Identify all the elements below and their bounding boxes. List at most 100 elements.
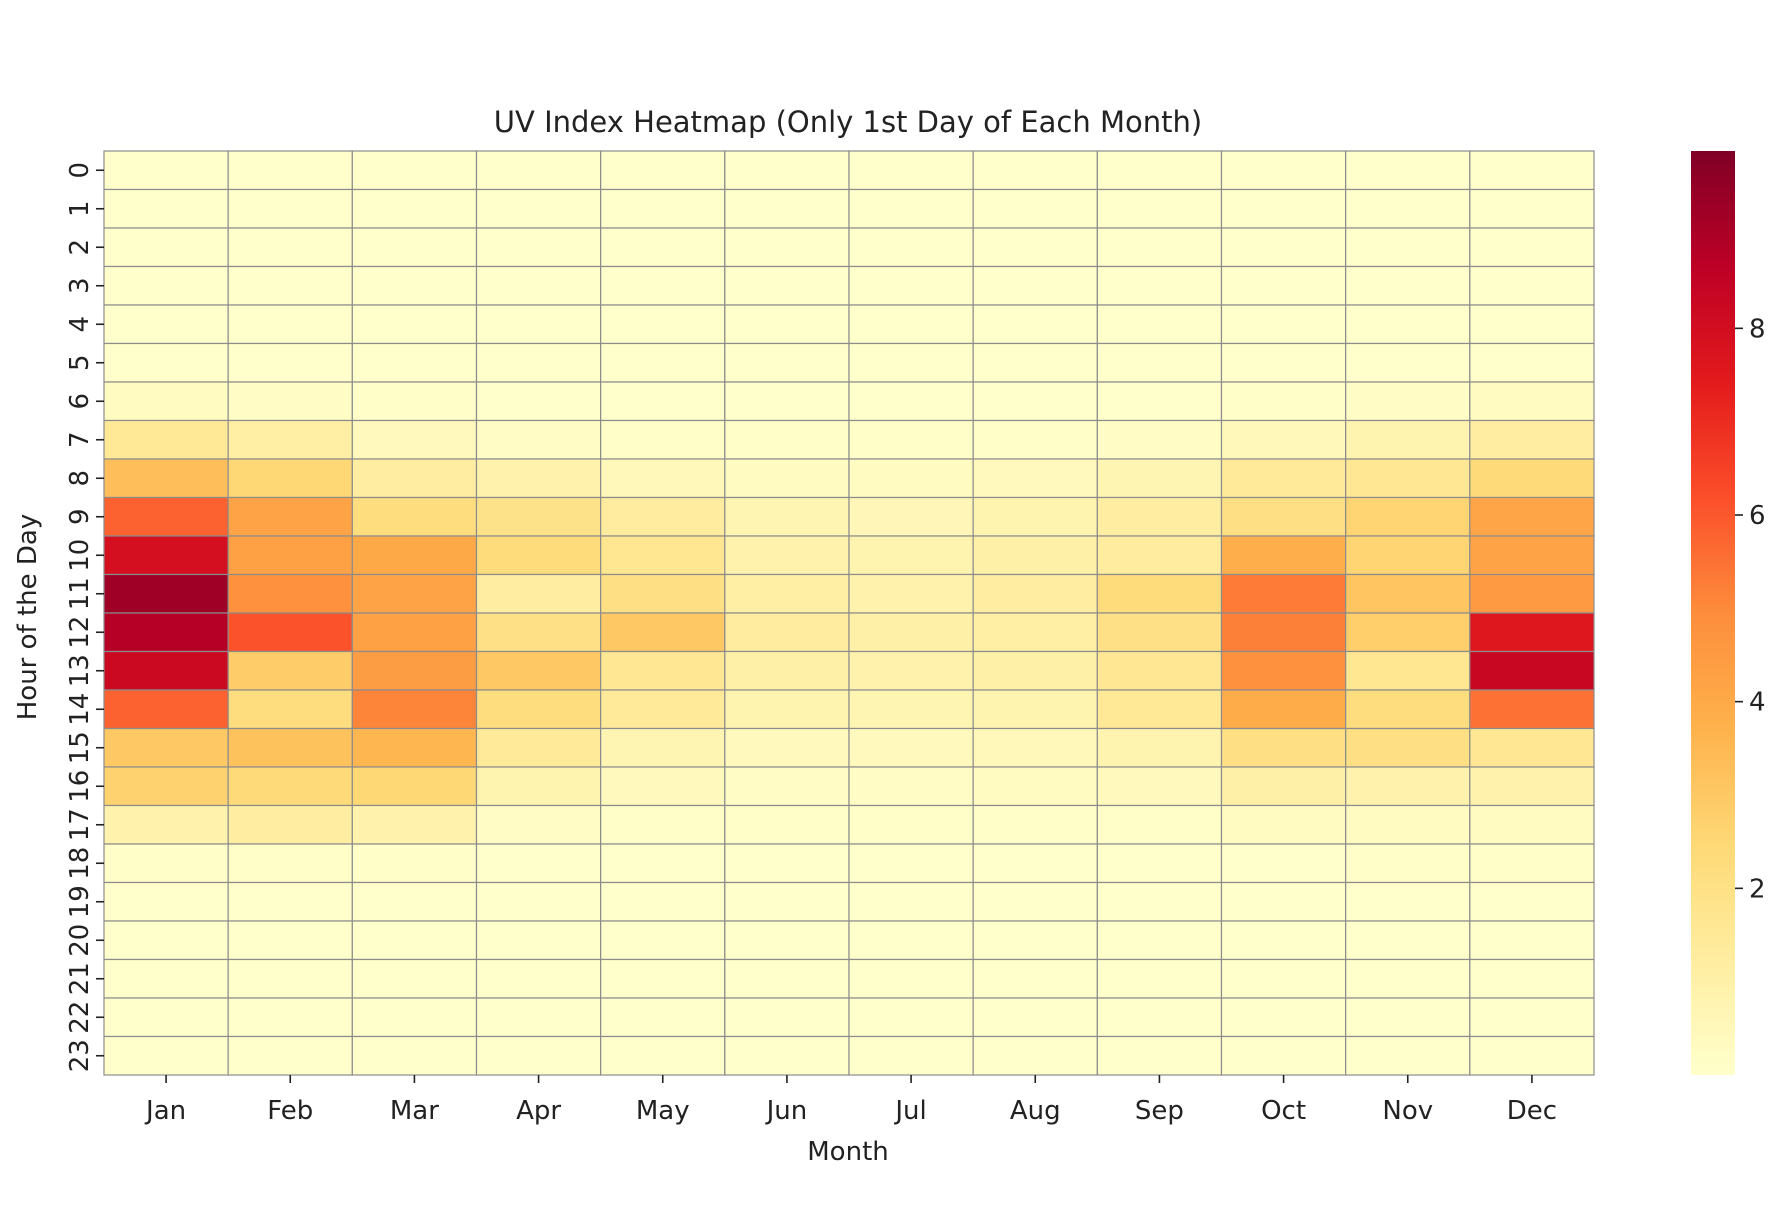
heatmap-cell	[1345, 535, 1471, 576]
y-tick-label: 2	[65, 239, 95, 256]
heatmap-cell	[1469, 496, 1595, 537]
heatmap-cell	[103, 150, 229, 191]
heatmap-cell	[1096, 458, 1223, 499]
heatmap-cell	[724, 689, 850, 730]
heatmap-cell	[1220, 496, 1347, 537]
heatmap-cell	[848, 727, 974, 768]
heatmap-cell	[1220, 843, 1347, 884]
y-tick-label: 1	[65, 200, 95, 217]
y-tick-label: 8	[65, 470, 95, 487]
y-tick-label: 0	[65, 162, 95, 179]
x-tick-label: Apr	[516, 1096, 561, 1126]
heatmap-cell	[475, 727, 602, 768]
heatmap-cell	[1096, 650, 1223, 691]
heatmap-cell	[972, 265, 1098, 306]
heatmap-cell	[1469, 766, 1595, 807]
heatmap-cell	[1469, 458, 1595, 499]
heatmap-cell	[475, 650, 602, 691]
heatmap-cell	[1345, 689, 1471, 730]
heatmap-cell	[1220, 804, 1347, 845]
heatmap-cell	[600, 920, 726, 961]
heatmap-cell	[103, 458, 229, 499]
heatmap-cell	[972, 535, 1098, 576]
heatmap-cell	[848, 304, 974, 345]
heatmap-cell	[600, 496, 726, 537]
heatmap-cell	[351, 920, 478, 961]
heatmap-cell	[475, 496, 602, 537]
y-tick-label: 22	[65, 1001, 95, 1034]
heatmap-cell	[848, 227, 974, 268]
heatmap-cell	[475, 689, 602, 730]
heatmap-cell	[103, 1035, 229, 1076]
heatmap-cell	[600, 265, 726, 306]
y-tick-label: 9	[65, 508, 95, 525]
heatmap-cell	[600, 150, 726, 191]
heatmap-cell	[1345, 766, 1471, 807]
heatmap-cell	[1220, 381, 1347, 422]
y-tick-label: 10	[65, 539, 95, 572]
heatmap-cell	[972, 573, 1098, 614]
heatmap-cell	[103, 920, 229, 961]
colorbar-tick-label: 8	[1749, 314, 1766, 344]
heatmap-cell	[600, 188, 726, 229]
heatmap-cell	[848, 496, 974, 537]
x-tick-label: Aug	[1010, 1096, 1061, 1126]
heatmap-cell	[1220, 881, 1347, 922]
heatmap-cell	[1469, 150, 1595, 191]
heatmap-cell	[351, 843, 478, 884]
heatmap-cell	[972, 881, 1098, 922]
heatmap-cell	[227, 458, 353, 499]
heatmap-cell	[1220, 1035, 1347, 1076]
heatmap-cell	[1220, 727, 1347, 768]
heatmap-cell	[1345, 573, 1471, 614]
heatmap-cell	[724, 766, 850, 807]
heatmap-cell	[600, 843, 726, 884]
heatmap-cell	[227, 227, 353, 268]
heatmap-cell	[600, 381, 726, 422]
x-tick-label: Feb	[267, 1096, 313, 1126]
x-tick-label: Jan	[144, 1096, 186, 1126]
heatmap-cell	[227, 650, 353, 691]
heatmap-cell	[600, 997, 726, 1038]
heatmap-cell	[1469, 573, 1595, 614]
heatmap-cell	[848, 150, 974, 191]
heatmap-cell	[351, 650, 478, 691]
heatmap-cell	[227, 535, 353, 576]
heatmap-cell	[1096, 958, 1223, 999]
heatmap-cell	[351, 496, 478, 537]
heatmap-cell	[600, 650, 726, 691]
heatmap-cell	[1345, 727, 1471, 768]
heatmap-cell	[351, 727, 478, 768]
heatmap-cell	[600, 612, 726, 653]
heatmap-cell	[1469, 920, 1595, 961]
heatmap-cell	[1345, 496, 1471, 537]
y-tick-label: 5	[65, 354, 95, 371]
y-tick-label: 17	[65, 808, 95, 841]
heatmap-cell	[103, 997, 229, 1038]
heatmap-cell	[475, 304, 602, 345]
heatmap-cell	[103, 188, 229, 229]
colorbar-tick-label: 6	[1749, 501, 1766, 531]
heatmap-cell	[1096, 265, 1223, 306]
heatmap-cell	[972, 766, 1098, 807]
heatmap-cell	[972, 727, 1098, 768]
x-tick-label: Oct	[1261, 1096, 1306, 1126]
heatmap-cell	[1469, 381, 1595, 422]
heatmap-cell	[848, 958, 974, 999]
heatmap-cell	[1469, 342, 1595, 383]
y-axis-label: Hour of the Day	[13, 514, 43, 721]
heatmap-cell	[1469, 188, 1595, 229]
heatmap-cell	[848, 997, 974, 1038]
heatmap-cell	[1469, 843, 1595, 884]
heatmap-cell	[848, 689, 974, 730]
heatmap-cell	[600, 304, 726, 345]
chart-title: UV Index Heatmap (Only 1st Day of Each M…	[494, 105, 1202, 139]
heatmap-cell	[475, 150, 602, 191]
heatmap-cell	[724, 804, 850, 845]
heatmap-cell	[848, 188, 974, 229]
heatmap-cell	[351, 227, 478, 268]
heatmap-cell	[227, 766, 353, 807]
heatmap-cell	[972, 843, 1098, 884]
heatmap-cell	[600, 227, 726, 268]
heatmap-cell	[103, 304, 229, 345]
